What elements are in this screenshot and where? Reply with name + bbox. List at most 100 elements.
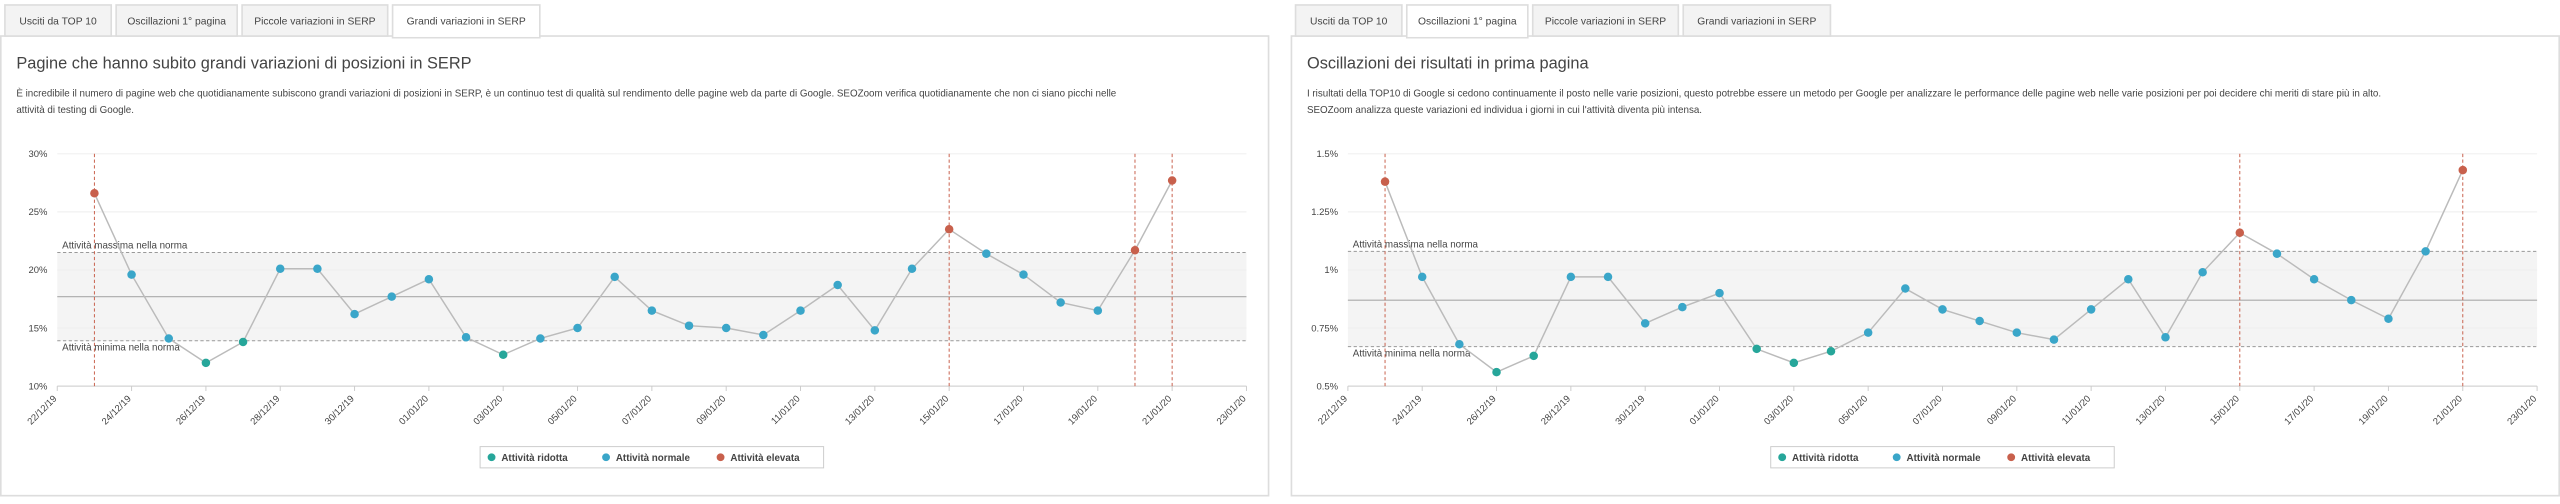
tab-label[interactable]: Grandi variazioni in SERP (1697, 17, 1816, 28)
point[interactable] (2161, 333, 2170, 342)
normal-band (1347, 251, 2538, 347)
point[interactable] (1715, 288, 1724, 298)
point[interactable] (2198, 268, 2207, 277)
point[interactable] (1130, 245, 1140, 255)
legend-marker[interactable] (2007, 453, 2016, 462)
point[interactable] (907, 264, 917, 274)
point[interactable] (2309, 274, 2319, 284)
tab-label[interactable]: Oscillazioni 1° pagina (127, 17, 226, 28)
point[interactable] (684, 321, 694, 330)
point[interactable] (461, 333, 471, 342)
point[interactable] (573, 323, 582, 333)
y-tick-label: 1% (1324, 265, 1338, 276)
point[interactable] (1093, 306, 1103, 315)
point[interactable] (1789, 358, 1799, 368)
legend-marker[interactable] (1778, 453, 1787, 462)
tab[interactable] (391, 4, 541, 39)
tab[interactable] (241, 4, 389, 37)
point[interactable] (1863, 328, 1873, 337)
point[interactable] (387, 292, 396, 301)
tab-label[interactable]: Piccole variazioni in SERP (254, 17, 375, 28)
point[interactable] (1019, 270, 1028, 279)
legend-label[interactable]: Attività normale (1907, 453, 1982, 464)
point[interactable] (424, 274, 434, 284)
point[interactable] (2421, 247, 2430, 256)
tab-label[interactable]: Usciti da TOP 10 (1310, 17, 1388, 28)
point[interactable] (1938, 305, 1947, 314)
point[interactable] (1529, 351, 1538, 361)
point[interactable] (2347, 295, 2356, 305)
point[interactable] (164, 334, 173, 343)
point[interactable] (2272, 249, 2282, 258)
point[interactable] (275, 264, 285, 274)
point[interactable] (1417, 272, 1427, 282)
point[interactable] (2458, 165, 2468, 175)
point[interactable] (759, 330, 768, 340)
description: SEOZoom analizza queste variazioni ed in… (1307, 105, 1702, 116)
legend-marker[interactable] (487, 453, 496, 462)
tab[interactable] (1682, 4, 1832, 37)
point[interactable] (2049, 335, 2059, 344)
point[interactable] (127, 270, 136, 279)
point[interactable] (1678, 302, 1687, 312)
tab[interactable] (4, 4, 113, 37)
point[interactable] (1640, 319, 1650, 328)
legend-box (479, 446, 825, 469)
point[interactable] (536, 334, 545, 343)
legend-label[interactable]: Attività elevata (2021, 453, 2091, 464)
point[interactable] (2086, 305, 2096, 314)
point[interactable] (498, 350, 508, 359)
point[interactable] (944, 225, 954, 234)
y-tick-label: 1.5% (1316, 149, 1338, 160)
point[interactable] (870, 326, 880, 335)
point[interactable] (1603, 272, 1613, 282)
tab-label[interactable]: Usciti da TOP 10 (19, 17, 97, 28)
point[interactable] (2012, 328, 2022, 337)
point[interactable] (647, 306, 657, 315)
point[interactable] (1826, 346, 1836, 356)
point[interactable] (1752, 344, 1761, 354)
tab-label[interactable]: Piccole variazioni in SERP (1545, 17, 1666, 28)
point[interactable] (350, 309, 359, 319)
tab[interactable] (1294, 4, 1403, 37)
y-tick-label: 0.75% (1311, 323, 1338, 334)
legend-label[interactable]: Attività normale (616, 453, 691, 464)
tab[interactable] (1405, 4, 1529, 39)
point[interactable] (90, 189, 99, 198)
point[interactable] (313, 264, 322, 274)
point[interactable] (2124, 274, 2133, 284)
legend-marker[interactable] (1892, 453, 1901, 462)
point[interactable] (2235, 228, 2245, 238)
point[interactable] (201, 358, 211, 368)
point[interactable] (721, 323, 731, 333)
point[interactable] (2384, 314, 2393, 323)
point[interactable] (1566, 272, 1576, 282)
legend-label[interactable]: Attività ridotta (501, 453, 568, 464)
chart: 10%15%20%25%30%22/12/19 24/12/19 26/12/19 2… (26, 149, 1249, 469)
line (93, 180, 1173, 364)
legend-label[interactable]: Attività ridotta (1792, 453, 1859, 464)
threshold-label: Attività massima nella norma (1353, 239, 1479, 250)
point[interactable] (1167, 176, 1177, 185)
legend-label[interactable]: Attività elevata (730, 453, 800, 464)
point[interactable] (1380, 177, 1390, 186)
point[interactable] (1056, 298, 1065, 307)
point[interactable] (238, 337, 248, 347)
point[interactable] (982, 249, 991, 258)
legend-box (1770, 446, 2115, 469)
tab-label[interactable]: Grandi variazioni in SERP (407, 17, 526, 28)
tab-label[interactable]: Oscillazioni 1° pagina (1418, 17, 1517, 28)
point[interactable] (1901, 284, 1910, 293)
threshold-label: Attività minima nella norma (1353, 348, 1471, 359)
point[interactable] (1975, 316, 1984, 326)
point[interactable] (833, 280, 842, 290)
tab[interactable] (115, 4, 239, 37)
legend-marker[interactable] (602, 453, 610, 462)
legend-marker[interactable] (716, 453, 725, 462)
point[interactable] (796, 306, 805, 315)
tab[interactable] (1531, 4, 1680, 37)
point[interactable] (610, 272, 619, 282)
point[interactable] (1492, 367, 1501, 377)
point[interactable] (1455, 340, 1464, 349)
